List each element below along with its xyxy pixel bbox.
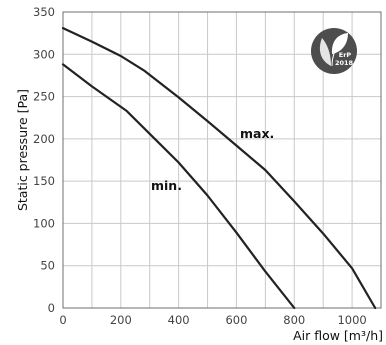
x-tick-label: 1000 [337,313,366,327]
y-tick-label: 50 [40,259,55,273]
curve-label-max: max. [240,126,274,141]
curve-min [61,63,296,310]
curve-label-min: min. [151,178,182,193]
tick-labels: 0 50 100 150 200 250 300 350 0 200 400 600 800 1000 [33,5,367,327]
y-tick-label: 350 [33,5,55,19]
erp-badge-line2: 2018 [335,59,354,67]
erp-badge-line1: ErP [339,51,352,59]
y-tick-label: 0 [48,301,55,315]
x-axis-title: Air flow [m³/h] [293,328,383,343]
y-axis-title: Static pressure [Pa] [15,89,30,211]
x-tick-label: 600 [225,313,247,327]
y-tick-label: 250 [33,90,55,104]
erp-badge: ErP 2018 [311,28,357,74]
y-tick-label: 300 [33,47,55,61]
y-tick-label: 100 [33,216,55,230]
grid [63,11,381,309]
x-tick-label: 400 [168,313,190,327]
erp-leaf-icon [319,33,348,67]
y-tick-label: 200 [33,132,55,146]
x-tick-label: 0 [59,313,66,327]
x-tick-label: 200 [110,313,132,327]
y-tick-label: 150 [33,174,55,188]
curves: max. min. [61,27,377,310]
x-tick-label: 800 [283,313,305,327]
plot-frame [62,11,382,309]
curve-max [61,27,377,310]
